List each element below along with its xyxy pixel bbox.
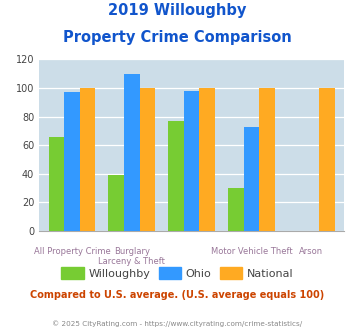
Bar (260, 88, 275, 231)
Text: Arson: Arson (299, 247, 323, 256)
Text: Property Crime Comparison: Property Crime Comparison (63, 30, 292, 45)
Bar (228, 188, 244, 231)
Text: Compared to U.S. average. (U.S. average equals 100): Compared to U.S. average. (U.S. average … (31, 290, 324, 300)
Bar (200, 88, 215, 231)
Bar (49, 137, 64, 231)
Text: Burglary: Burglary (114, 247, 150, 256)
Text: All Property Crime: All Property Crime (34, 247, 110, 256)
Bar (140, 88, 155, 231)
Bar (244, 127, 260, 231)
Text: Larceny & Theft: Larceny & Theft (98, 257, 165, 266)
Bar (319, 88, 335, 231)
Legend: Willoughby, Ohio, National: Willoughby, Ohio, National (57, 263, 298, 283)
Bar (184, 91, 200, 231)
Bar (80, 88, 95, 231)
Bar (64, 92, 80, 231)
Text: 2019 Willoughby: 2019 Willoughby (108, 3, 247, 18)
Bar (124, 74, 140, 231)
Bar (109, 175, 124, 231)
Bar (168, 121, 184, 231)
Text: © 2025 CityRating.com - https://www.cityrating.com/crime-statistics/: © 2025 CityRating.com - https://www.city… (53, 320, 302, 327)
Text: Motor Vehicle Theft: Motor Vehicle Theft (211, 247, 293, 256)
